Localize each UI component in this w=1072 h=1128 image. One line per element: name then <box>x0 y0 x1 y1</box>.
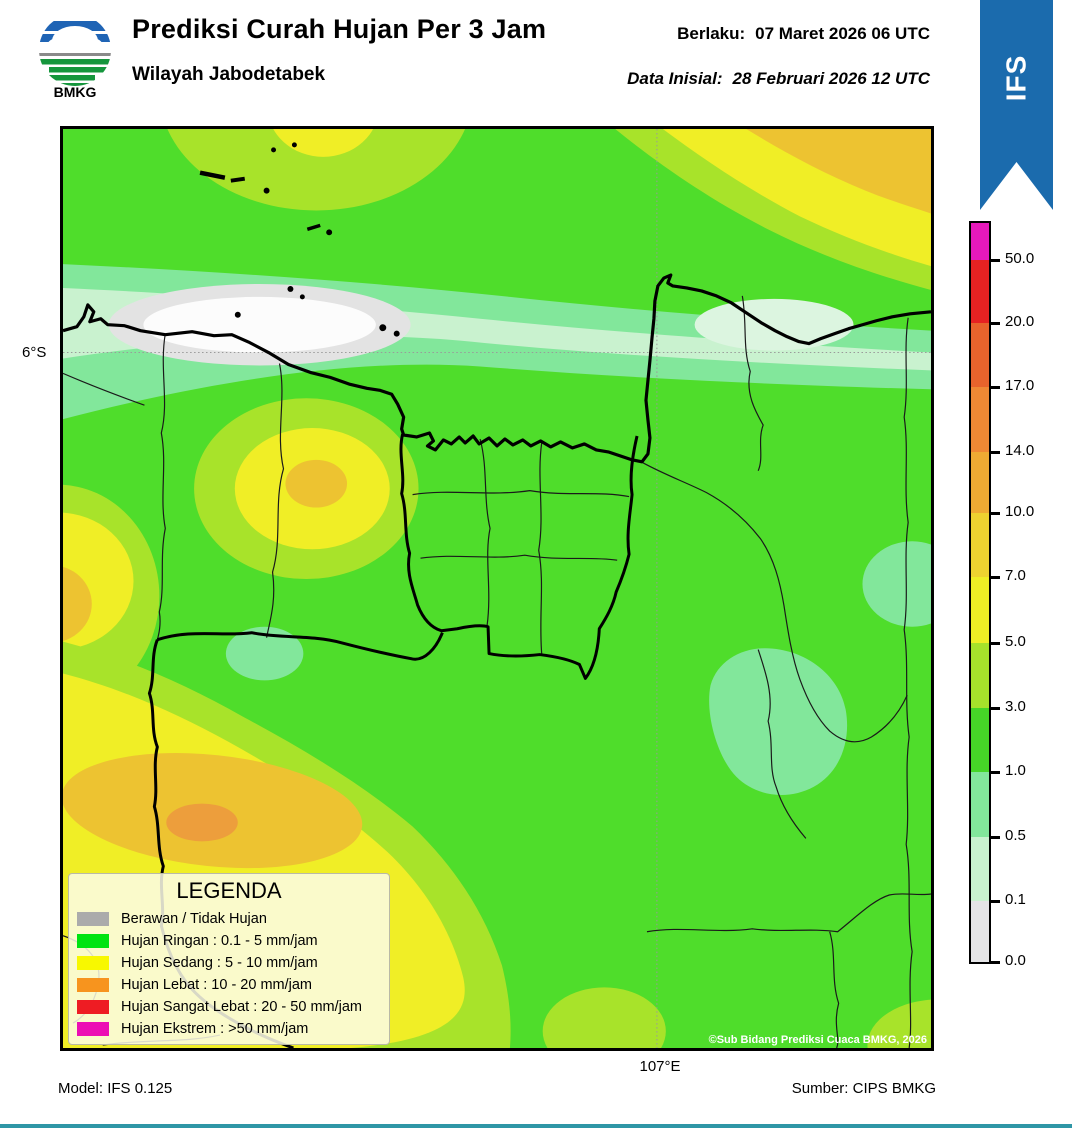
legend-swatch <box>77 912 109 926</box>
colorbar-tick-label: 10.0 <box>1005 503 1035 520</box>
colorbar-segment <box>971 223 989 260</box>
legend-item: Hujan Ringan : 0.1 - 5 mm/jam <box>77 930 381 952</box>
colorbar-tick <box>991 642 1000 645</box>
legend-item: Hujan Sedang : 5 - 10 mm/jam <box>77 952 381 974</box>
colorbar-tick <box>991 322 1000 325</box>
colorbar-tick <box>991 771 1000 774</box>
page-subtitle: Wilayah Jabodetabek <box>132 64 326 85</box>
init-time-label: Data Inisial: <box>627 69 723 88</box>
legend-item-label: Hujan Ringan : 0.1 - 5 mm/jam <box>121 933 318 949</box>
admin-boundaries <box>63 295 931 1048</box>
model-label: Model: IFS 0.125 <box>58 1080 173 1097</box>
colorbar-tick-label: 7.0 <box>1005 567 1026 584</box>
colorbar-tick-label: 17.0 <box>1005 377 1035 394</box>
page-title: Prediksi Curah Hujan Per 3 Jam <box>132 14 547 44</box>
legend-item-label: Hujan Ekstrem : >50 mm/jam <box>121 1021 309 1037</box>
map-panel: LEGENDA Berawan / Tidak Hujan Hujan Ringa… <box>60 126 934 1051</box>
colorbar-tick-label: 0.5 <box>1005 827 1026 844</box>
coastline <box>63 273 931 464</box>
ribbon-shape <box>980 0 1053 210</box>
legend-swatch <box>77 956 109 970</box>
legend-item-label: Berawan / Tidak Hujan <box>121 911 267 927</box>
colorbar <box>969 221 991 964</box>
legend-box: LEGENDA Berawan / Tidak Hujan Hujan Ringa… <box>68 873 390 1045</box>
colorbar-tick <box>991 836 1000 839</box>
colorbar-segment <box>971 387 989 452</box>
colorbar-tick <box>991 576 1000 579</box>
colorbar-tick <box>991 961 1000 964</box>
colorbar-segment <box>971 901 989 962</box>
colorbar-segment <box>971 260 989 323</box>
islands <box>199 142 400 337</box>
valid-time: Berlaku: 07 Maret 2026 06 UTC <box>677 24 930 44</box>
legend-item: Hujan Lebat : 10 - 20 mm/jam <box>77 974 381 996</box>
colorbar-tick <box>991 707 1000 710</box>
legend-item: Hujan Sangat Lebat : 20 - 50 mm/jam <box>77 996 381 1018</box>
colorbar-tick-label: 3.0 <box>1005 698 1026 715</box>
legend-title: LEGENDA <box>176 878 282 903</box>
colorbar-segment <box>971 837 989 901</box>
colorbar-tick <box>991 451 1000 454</box>
legend-swatch <box>77 1022 109 1036</box>
valid-time-value: 07 Maret 2026 06 UTC <box>755 24 930 43</box>
init-time-value: 28 Februari 2026 12 UTC <box>732 69 930 88</box>
colorbar-segment <box>971 513 989 577</box>
colorbar-tick <box>991 386 1000 389</box>
source-label: Sumber: CIPS BMKG <box>791 1080 936 1097</box>
colorbar-tick <box>991 512 1000 515</box>
rain-heavy-region <box>166 803 238 842</box>
legend-item-label: Hujan Sedang : 5 - 10 mm/jam <box>121 955 318 971</box>
colorbar-tick-label: 0.1 <box>1005 891 1026 908</box>
colorbar-tick-label: 0.0 <box>1005 952 1026 969</box>
longitude-label: 107°E <box>639 1058 681 1075</box>
colorbar-segment <box>971 708 989 772</box>
copyright-note: ©Sub Bidang Prediksi Cuaca BMKG, 2026 <box>708 1034 927 1046</box>
colorbar-tick-label: 50.0 <box>1005 250 1035 267</box>
bmkg-logo-icon <box>39 14 111 86</box>
colorbar-segment <box>971 772 989 837</box>
legend-swatch <box>77 978 109 992</box>
colorbar-segment <box>971 323 989 387</box>
colorbar-segment <box>971 452 989 513</box>
colorbar-segment <box>971 643 989 708</box>
colorbar-tick-label: 20.0 <box>1005 313 1035 330</box>
model-name-label: IFS <box>1001 55 1032 102</box>
bottom-accent-bar <box>0 1124 1072 1128</box>
legend-item-label: Hujan Lebat : 10 - 20 mm/jam <box>121 977 313 993</box>
colorbar-tick <box>991 900 1000 903</box>
colorbar-tick <box>991 259 1000 262</box>
legend-swatch <box>77 934 109 948</box>
init-time: Data Inisial: 28 Februari 2026 12 UTC <box>627 69 930 89</box>
legend-item: Hujan Ekstrem : >50 mm/jam <box>77 1018 381 1040</box>
latitude-label: 6°S <box>22 344 47 361</box>
colorbar-tick-label: 5.0 <box>1005 633 1026 650</box>
legend-rows: Berawan / Tidak Hujan Hujan Ringan : 0.1 … <box>77 908 381 1040</box>
graticule-lines <box>63 129 931 1048</box>
colorbar-tick-label: 14.0 <box>1005 442 1035 459</box>
legend-swatch <box>77 1000 109 1014</box>
legend-item-label: Hujan Sangat Lebat : 20 - 50 mm/jam <box>121 999 362 1015</box>
colorbar-tick-label: 1.0 <box>1005 762 1026 779</box>
colorbar-segment <box>971 577 989 643</box>
legend-item: Berawan / Tidak Hujan <box>77 908 381 930</box>
model-ribbon-banner: IFS <box>980 0 1053 210</box>
valid-time-label: Berlaku: <box>677 24 746 43</box>
bmkg-logo-label: BMKG <box>53 84 97 100</box>
